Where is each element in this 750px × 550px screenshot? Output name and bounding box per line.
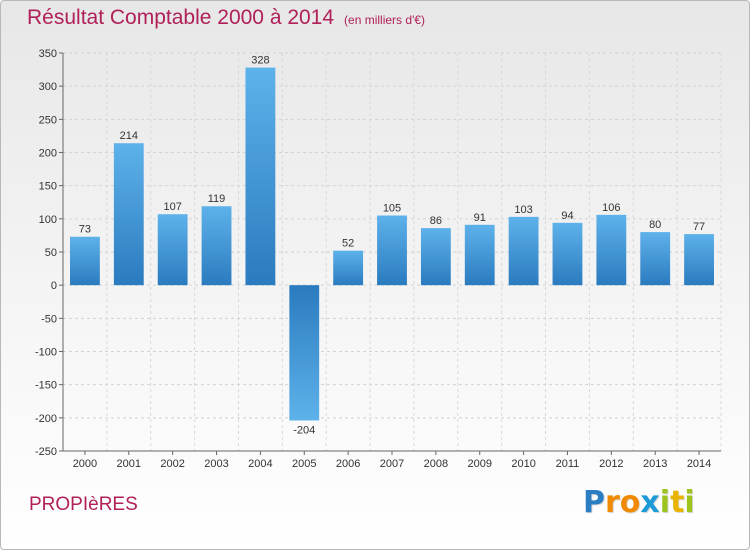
x-tick-label: 2005 bbox=[292, 458, 316, 470]
chart-title: Résultat Comptable 2000 à 2014 (en millie… bbox=[27, 6, 425, 30]
data-label: 119 bbox=[208, 193, 226, 205]
y-tick-label: -250 bbox=[35, 446, 57, 458]
x-tick-label: 2010 bbox=[511, 458, 535, 470]
bar-layer bbox=[70, 67, 714, 421]
commune-name: PROPIèRES bbox=[29, 494, 138, 515]
logo-letter: r bbox=[605, 485, 620, 520]
bar bbox=[684, 234, 714, 286]
unit-note: (en milliers d'€) bbox=[344, 13, 426, 27]
x-tick-label: 2007 bbox=[380, 458, 404, 470]
data-label: 52 bbox=[342, 238, 354, 250]
x-tick-label: 2000 bbox=[73, 458, 97, 470]
x-tick-label: 2006 bbox=[336, 458, 360, 470]
data-label: 94 bbox=[561, 210, 573, 222]
logo-letter: x bbox=[640, 485, 660, 520]
logo-letter: i bbox=[659, 485, 671, 520]
data-label: 73 bbox=[79, 224, 91, 236]
logo-letter: i bbox=[684, 485, 695, 520]
data-label: 107 bbox=[163, 201, 181, 213]
bar bbox=[289, 285, 320, 421]
y-tick-label: 200 bbox=[39, 148, 57, 160]
x-tick-label: 2013 bbox=[643, 458, 667, 470]
data-label: 77 bbox=[693, 221, 705, 233]
y-tick-label: -150 bbox=[35, 380, 57, 392]
data-label: 106 bbox=[602, 202, 620, 214]
chart-title-text: Résultat Comptable 2000 à 2014 bbox=[27, 6, 335, 29]
x-tick-label: 2012 bbox=[599, 458, 623, 470]
logo-letter: o bbox=[619, 485, 641, 520]
data-label: 214 bbox=[120, 130, 138, 142]
bar bbox=[508, 216, 539, 286]
data-label: 80 bbox=[649, 219, 661, 231]
data-label: 328 bbox=[251, 55, 269, 67]
y-tick-label: 50 bbox=[45, 247, 57, 259]
data-label: 103 bbox=[514, 204, 532, 216]
bar bbox=[245, 67, 276, 286]
y-tick-label: 350 bbox=[39, 48, 57, 60]
y-tick-label: 250 bbox=[39, 114, 57, 126]
y-tick-label: -100 bbox=[35, 347, 57, 359]
bar bbox=[640, 232, 671, 286]
y-tick-label: 100 bbox=[39, 214, 57, 226]
bar bbox=[70, 236, 100, 286]
x-tick-label: 2002 bbox=[160, 458, 184, 470]
y-tick-label: -50 bbox=[41, 313, 57, 325]
data-label: -204 bbox=[293, 424, 315, 436]
bar bbox=[333, 250, 364, 286]
bar bbox=[464, 224, 495, 286]
data-label: 86 bbox=[430, 215, 442, 227]
bar bbox=[596, 214, 627, 286]
x-tick-label: 2003 bbox=[204, 458, 228, 470]
label-layer: 73 214 107 119 328 -204 52 105 86 91 103 94 106 80 77 bbox=[79, 55, 705, 437]
y-tick-label: 0 bbox=[51, 280, 57, 292]
logo-letter: t bbox=[670, 485, 685, 520]
y-tick-label: 300 bbox=[39, 81, 57, 93]
x-tick-label: 2004 bbox=[248, 458, 272, 470]
x-tick-label: 2008 bbox=[424, 458, 448, 470]
bar bbox=[157, 214, 188, 286]
axis-layer: 350 300 250 200 150 100 50 0 -50 -100 -150 -200 -250… bbox=[35, 48, 721, 470]
bar bbox=[377, 215, 407, 286]
bar bbox=[201, 206, 232, 286]
x-tick-label: 2011 bbox=[556, 458, 580, 470]
x-tick-label: 2009 bbox=[467, 458, 491, 470]
logo-letter: P bbox=[583, 485, 605, 520]
y-tick-label: 150 bbox=[39, 181, 57, 193]
x-tick-label: 2014 bbox=[687, 458, 711, 470]
bar bbox=[420, 228, 451, 286]
data-label: 105 bbox=[383, 203, 401, 215]
data-label: 91 bbox=[474, 212, 486, 224]
y-tick-label: -200 bbox=[35, 413, 57, 425]
bar bbox=[113, 143, 144, 286]
bar bbox=[552, 222, 583, 286]
proxiti-logo: Proxiti bbox=[583, 485, 695, 520]
x-tick-label: 2001 bbox=[117, 458, 141, 470]
